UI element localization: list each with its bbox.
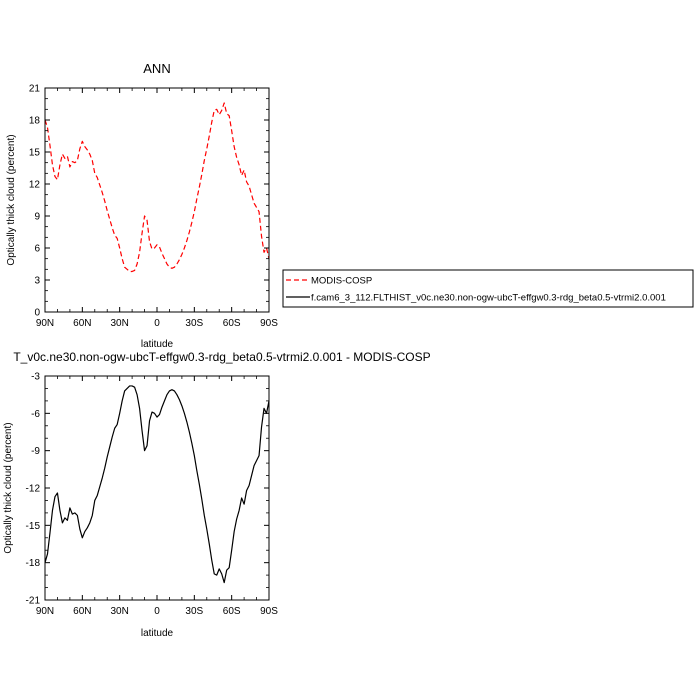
chart-top-title: ANN [143, 61, 170, 76]
legend: MODIS-COSP f.cam6_3_112.FLTHIST_v0c.ne30… [282, 269, 694, 308]
chart-bottom-y-label: Optically thick cloud (percent) [3, 422, 14, 553]
chart-top-x-label: latitude [141, 339, 174, 350]
chart-bottom-series [44, 385, 270, 584]
y-tick-label: 0 [34, 308, 40, 319]
y-tick-label: -18 [26, 558, 41, 569]
x-tick-label: 90N [36, 318, 54, 329]
x-tick-label: 30N [110, 318, 128, 329]
x-tick-label: 60N [73, 606, 91, 617]
y-tick-label: 21 [29, 84, 41, 95]
legend-label-model-run: f.cam6_3_112.FLTHIST_v0c.ne30.non-ogw-ub… [311, 293, 666, 304]
y-tick-label: 6 [34, 244, 40, 255]
x-tick-label: 30S [185, 318, 203, 329]
chart-bottom-title: T_v0c.ne30.non-ogw-ubcT-effgw0.3-rdg_bet… [13, 350, 430, 364]
chart-bottom: T_v0c.ne30.non-ogw-ubcT-effgw0.3-rdg_bet… [3, 350, 431, 639]
chart-top-x-ticks: 90N 60N 30N 0 30S 60S 90S [36, 88, 278, 329]
chart-top-y-label: Optically thick cloud (percent) [6, 134, 17, 265]
y-tick-label: -3 [31, 372, 40, 383]
chart-top-frame [44, 87, 270, 313]
y-tick-label: 3 [34, 276, 40, 287]
x-tick-label: 90N [36, 606, 54, 617]
x-tick-label: 60S [223, 606, 241, 617]
chart-bottom-x-label: latitude [141, 628, 174, 639]
x-tick-label: 60S [223, 318, 241, 329]
x-tick-label: 60N [73, 318, 91, 329]
chart-top-series [44, 102, 270, 273]
legend-label-model-cosp: MODIS-COSP [311, 276, 372, 287]
x-tick-label: 30N [110, 606, 128, 617]
y-tick-label: 12 [29, 180, 41, 191]
x-tick-label: 90S [260, 606, 278, 617]
chart-bottom-frame [44, 375, 270, 601]
y-tick-label: -9 [31, 446, 40, 457]
series-line-1-0 [44, 385, 270, 584]
y-tick-label: 15 [29, 148, 41, 159]
legend-box [282, 269, 694, 308]
y-tick-label: 9 [34, 212, 40, 223]
x-tick-label: 90S [260, 318, 278, 329]
y-tick-label: -21 [26, 596, 41, 607]
x-tick-label: 0 [154, 318, 160, 329]
y-tick-label: -12 [26, 484, 41, 495]
chart-bottom-y-ticks: -3 -6 -9 -12 -15 -18 -21 [26, 372, 269, 607]
y-tick-label: -6 [31, 409, 40, 420]
series-line-0-0 [44, 102, 270, 273]
y-tick-label: 18 [29, 116, 41, 127]
y-tick-label: -15 [26, 521, 41, 532]
x-tick-label: 30S [185, 606, 203, 617]
chart-top-y-ticks: 0 3 6 9 12 15 18 21 [29, 84, 269, 319]
chart-top: ANN 0 3 6 9 12 15 18 21 90N 60N 30N 0 30S 60S 90S lat… [6, 61, 278, 350]
chart-bottom-x-ticks: 90N 60N 30N 0 30S 60S 90S [36, 376, 278, 617]
x-tick-label: 0 [154, 606, 160, 617]
